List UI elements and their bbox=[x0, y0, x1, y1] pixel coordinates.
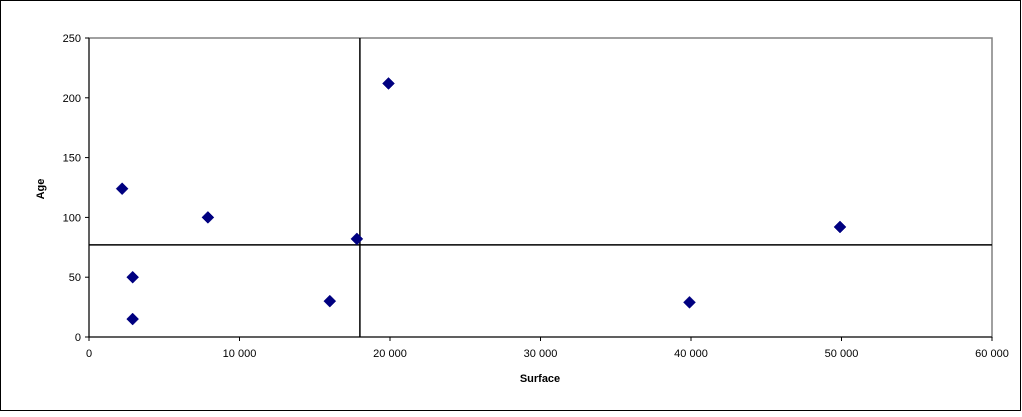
data-point bbox=[350, 232, 364, 246]
y-tick-label: 100 bbox=[63, 212, 81, 224]
x-tick-label: 30 000 bbox=[524, 348, 558, 360]
x-axis-title: Surface bbox=[520, 373, 560, 385]
data-point bbox=[126, 312, 139, 326]
data-point bbox=[323, 294, 337, 308]
data-point bbox=[115, 182, 129, 196]
x-tick-label: 60 000 bbox=[975, 348, 1009, 360]
x-tick-label: 20 000 bbox=[373, 348, 407, 360]
y-tick-label: 150 bbox=[63, 153, 81, 165]
x-tick-label: 0 bbox=[86, 348, 92, 360]
x-tick-label: 40 000 bbox=[674, 348, 708, 360]
data-point bbox=[382, 77, 395, 90]
y-tick-label: 250 bbox=[63, 33, 81, 45]
data-point bbox=[201, 211, 215, 224]
data-point bbox=[683, 295, 696, 309]
plot-layer: 0 50 100 150 200 250 0 10 000 20 000 30 000 40 000… bbox=[63, 33, 1009, 360]
y-axis-title: Age bbox=[35, 179, 47, 200]
x-tick-label: 10 000 bbox=[223, 348, 257, 360]
y-tick-label: 0 bbox=[75, 332, 81, 344]
x-tick-label: 50 000 bbox=[825, 348, 859, 360]
y-tick-label: 50 bbox=[69, 272, 81, 284]
y-tick-label: 200 bbox=[63, 93, 81, 105]
data-point bbox=[126, 270, 139, 284]
data-point bbox=[833, 220, 847, 234]
